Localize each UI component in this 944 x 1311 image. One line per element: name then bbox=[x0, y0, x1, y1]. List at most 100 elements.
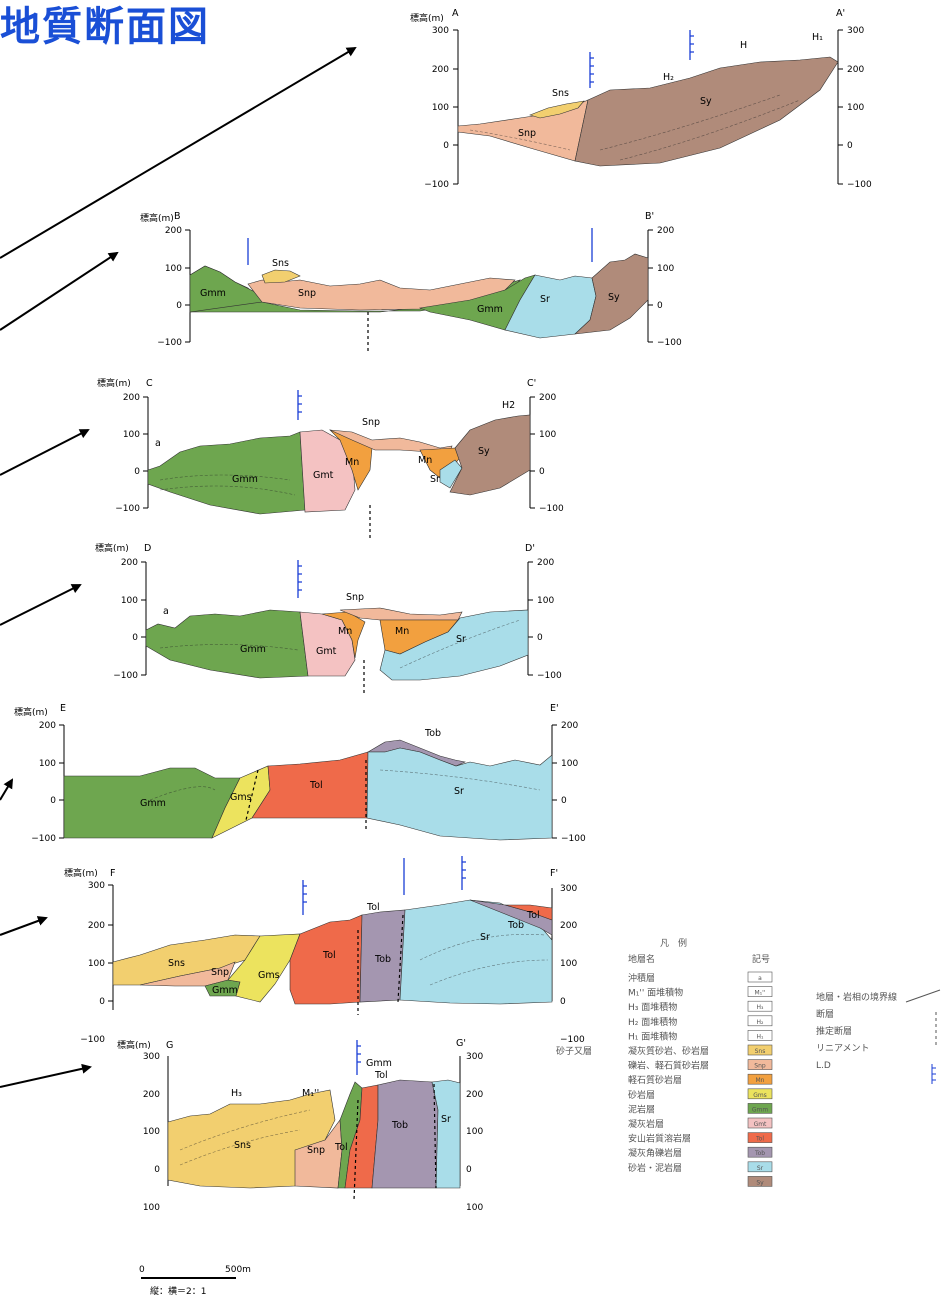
legend-name-3: H₂ 面堆積物 bbox=[628, 1016, 677, 1028]
legend-swatch-2 bbox=[747, 1000, 773, 1012]
unit-gmm-d bbox=[145, 609, 309, 679]
unit-snp-d bbox=[339, 607, 463, 621]
label-f-4: Tol bbox=[322, 950, 336, 961]
label-g-6: Tol bbox=[334, 1142, 348, 1153]
label-e-0: Gmm bbox=[140, 798, 166, 809]
tick-e-r3: −100 bbox=[561, 834, 586, 844]
label-d-0: a bbox=[163, 606, 169, 617]
label-c-0: a bbox=[155, 438, 161, 449]
tick-e-r1: 100 bbox=[561, 759, 578, 769]
legend-title: 凡 例 bbox=[660, 937, 687, 949]
legend-symbol-7: Mn bbox=[756, 1077, 765, 1084]
legend-symbol-8: Gms bbox=[753, 1092, 767, 1099]
legend-swatch-12 bbox=[747, 1146, 773, 1158]
legend-symbol-14: Sy bbox=[756, 1179, 764, 1186]
label-b-0: Sns bbox=[272, 258, 289, 269]
label-b-5: Sy bbox=[608, 292, 620, 303]
tick-a-l2: 100 bbox=[432, 103, 449, 113]
section-a-start: A bbox=[452, 8, 459, 19]
unit-tol-f bbox=[289, 914, 363, 1005]
legend-boundary-line bbox=[905, 989, 941, 1003]
tick-f-r4: −100 bbox=[560, 1035, 585, 1045]
label-g-2: Gmm bbox=[366, 1058, 392, 1069]
tick-c-l3: −100 bbox=[115, 504, 140, 514]
tick-f-r0: 300 bbox=[560, 884, 577, 894]
unit-label-b: 標高(m) bbox=[140, 212, 174, 224]
label-d-5: Mn bbox=[395, 626, 409, 637]
tick-f-l0: 300 bbox=[88, 881, 105, 891]
tick-a-l3: 0 bbox=[443, 141, 449, 151]
unit-snp-f bbox=[139, 961, 236, 987]
tick-e-r2: 0 bbox=[561, 796, 567, 806]
tick-c-r0: 200 bbox=[539, 393, 556, 403]
legend-swatch-0 bbox=[747, 971, 773, 983]
scale-label: 500m bbox=[225, 1265, 251, 1275]
section-b: 200 100 0 −100 200 100 0 −100 標高(m) B B'… bbox=[140, 211, 682, 352]
label-f-1: Snp bbox=[211, 967, 229, 978]
section-b-start: B bbox=[174, 211, 181, 222]
section-d: 200 100 0 −100 200 100 0 −100 標高(m) D D'… bbox=[95, 542, 562, 695]
section-g-end: G' bbox=[456, 1038, 466, 1049]
legend-name-0: 沖積層 bbox=[628, 972, 655, 984]
label-f-8: Tob bbox=[507, 920, 524, 931]
tick-a-l0: 300 bbox=[432, 26, 449, 36]
label-g-3: Tol bbox=[374, 1070, 388, 1081]
label-e-4: Sr bbox=[454, 786, 464, 797]
legend-well-icon bbox=[931, 1064, 936, 1084]
legend-swatch-5 bbox=[747, 1044, 773, 1056]
label-e-2: Tol bbox=[309, 780, 323, 791]
legend-symbol-5: Sns bbox=[755, 1048, 766, 1055]
tick-c-r1: 100 bbox=[539, 430, 556, 440]
tick-g-r0: 300 bbox=[466, 1052, 483, 1062]
tick-d-r2: 0 bbox=[537, 633, 543, 643]
legend-name-13: 砂岩・泥岩層 bbox=[628, 1162, 682, 1174]
legend-name-7: 軽石質砂岩層 bbox=[628, 1074, 682, 1086]
section-f-start: F bbox=[110, 868, 115, 879]
label-g-0: H₃ bbox=[231, 1088, 242, 1099]
tick-g-l3: 0 bbox=[154, 1165, 160, 1175]
label-a-2: Sy bbox=[700, 96, 712, 107]
tick-g-l1: 200 bbox=[143, 1090, 160, 1100]
tick-a-r1: 200 bbox=[847, 65, 864, 75]
section-d-start: D bbox=[144, 543, 151, 554]
tick-a-r0: 300 bbox=[847, 26, 864, 36]
label-c-4: Snp bbox=[362, 417, 380, 428]
tick-c-r3: −100 bbox=[539, 504, 564, 514]
tick-d-l2: 0 bbox=[132, 633, 138, 643]
legend-col-name: 地層名 bbox=[628, 953, 655, 965]
label-b-2: Snp bbox=[298, 288, 316, 299]
label-a-3: H₂ bbox=[663, 72, 674, 83]
legend-name-1: M₁'' 面堆積物 bbox=[628, 987, 683, 999]
legend-symbol-2: H₃ bbox=[757, 1004, 765, 1011]
legend-sym-name-3: リニアメント bbox=[816, 1044, 870, 1054]
tick-d-r3: −100 bbox=[537, 671, 562, 681]
legend-symbol-11: Tol bbox=[755, 1136, 764, 1143]
label-g-8: Sr bbox=[441, 1114, 451, 1125]
label-c-6: Sr bbox=[430, 474, 440, 485]
tick-b-r2: 0 bbox=[657, 301, 663, 311]
section-c: 200 100 0 −100 200 100 0 −100 標高(m) C C'… bbox=[97, 377, 564, 538]
arrow-e bbox=[0, 778, 14, 801]
tick-f-r1: 200 bbox=[560, 921, 577, 931]
tick-b-l1: 100 bbox=[165, 264, 182, 274]
label-d-6: Sr bbox=[456, 634, 466, 645]
section-b-end: B' bbox=[645, 211, 654, 222]
tick-a-l4: −100 bbox=[424, 180, 449, 190]
legend-swatch-8 bbox=[747, 1088, 773, 1100]
label-f-0: Sns bbox=[168, 958, 185, 969]
legend-swatch-3 bbox=[747, 1015, 773, 1027]
tick-g-r2: 100 bbox=[466, 1127, 483, 1137]
unit-sr-g bbox=[431, 1079, 461, 1189]
label-f-2: Gmm bbox=[212, 985, 238, 996]
legend-sym-name-4: L.D bbox=[816, 1061, 831, 1071]
tick-f-l3: 0 bbox=[99, 997, 105, 1007]
label-g-7: Tob bbox=[391, 1120, 408, 1131]
tick-b-l0: 200 bbox=[165, 226, 182, 236]
legend-name-11: 安山岩質溶岩層 bbox=[628, 1133, 691, 1145]
legend-symbol-10: Gmt bbox=[754, 1121, 767, 1128]
label-g-5: Snp bbox=[307, 1145, 325, 1156]
legend-symbol-3: H₂ bbox=[757, 1019, 765, 1026]
unit-gms-f bbox=[227, 933, 301, 1003]
label-b-3: Gmm bbox=[477, 304, 503, 315]
